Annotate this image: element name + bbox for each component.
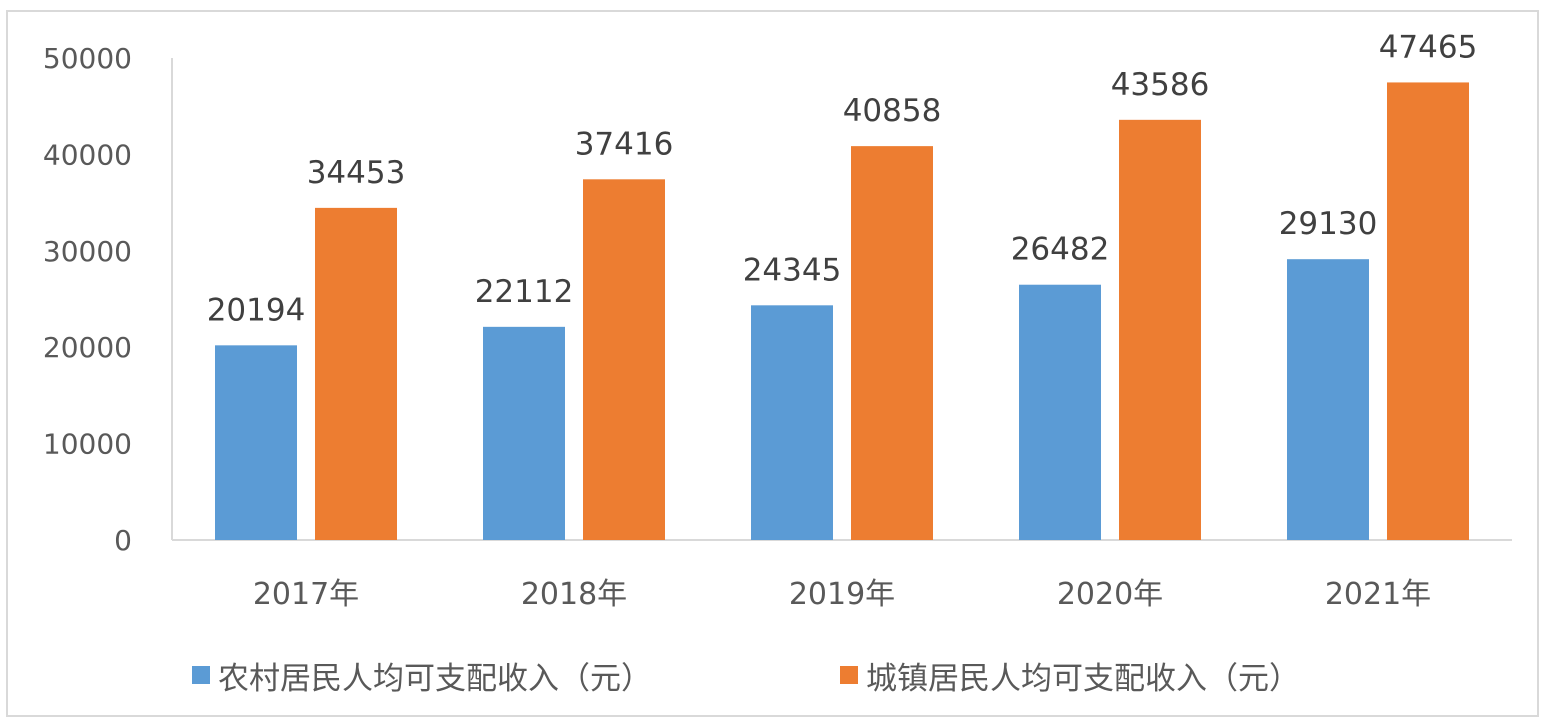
bar-urban-0 [315, 207, 397, 540]
x-category-label: 2021年 [1325, 577, 1431, 612]
y-tick-label: 30000 [43, 235, 132, 268]
y-tick-label: 50000 [43, 42, 132, 75]
legend-item-urban: 城镇居民人均可支配收入（元） [840, 650, 1300, 700]
data-label: 26482 [1011, 232, 1110, 268]
bar-rural-1 [483, 326, 565, 540]
bar-rural-4 [1287, 259, 1369, 540]
y-tick-label: 10000 [43, 428, 132, 461]
data-label: 24345 [743, 252, 842, 288]
bar-chart: 0 10000 20000 30000 40000 50000 20194 34453 221… [43, 29, 1512, 612]
legend-label-rural: 农村居民人均可支配收入（元） [218, 660, 652, 697]
legend-label-urban: 城镇居民人均可支配收入（元） [866, 660, 1300, 697]
legend-swatch-urban [840, 666, 858, 684]
bar-rural-0 [215, 345, 297, 540]
data-label: 29130 [1279, 206, 1378, 242]
data-label: 20194 [207, 292, 306, 328]
data-label: 40858 [843, 93, 942, 129]
y-axis-ticks: 0 10000 20000 30000 40000 50000 [43, 42, 132, 557]
legend-item-rural: 农村居民人均可支配收入（元） [192, 650, 652, 700]
legend: 农村居民人均可支配收入（元） 城镇居民人均可支配收入（元） [0, 650, 1545, 700]
x-category-label: 2020年 [1057, 577, 1163, 612]
data-label: 34453 [307, 155, 406, 191]
y-tick-label: 40000 [43, 138, 132, 171]
x-category-label: 2019年 [789, 577, 895, 612]
data-label: 47465 [1379, 29, 1478, 65]
data-label: 22112 [475, 274, 574, 310]
bar-urban-4 [1387, 82, 1469, 540]
data-label: 37416 [575, 126, 674, 162]
bar-rural-2 [751, 305, 833, 540]
y-tick-label: 20000 [43, 331, 132, 364]
bar-urban-2 [851, 146, 933, 540]
data-label: 43586 [1111, 67, 1210, 103]
x-category-label: 2018年 [521, 577, 627, 612]
x-category-label: 2017年 [253, 577, 359, 612]
data-labels: 20194 34453 22112 37416 24345 40858 26482 43586… [207, 29, 1478, 328]
bar-urban-3 [1119, 119, 1201, 540]
x-axis-categories: 2017年 2018年 2019年 2020年 2021年 [253, 577, 1431, 612]
bar-urban-1 [583, 179, 665, 540]
bars [215, 82, 1469, 540]
legend-swatch-rural [192, 666, 210, 684]
bar-rural-3 [1019, 284, 1101, 540]
y-tick-label: 0 [114, 524, 132, 557]
